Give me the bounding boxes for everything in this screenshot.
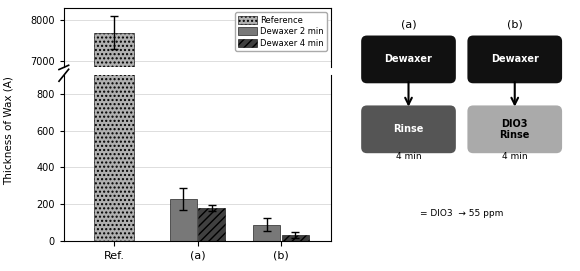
- Text: DIO3
Rinse: DIO3 Rinse: [499, 118, 530, 140]
- Bar: [170, 199, 197, 241]
- FancyBboxPatch shape: [361, 36, 456, 83]
- FancyBboxPatch shape: [467, 105, 562, 153]
- Legend: Reference, Dewaxer 2 min, Dewaxer 4 min: Reference, Dewaxer 2 min, Dewaxer 4 min: [235, 12, 327, 51]
- Text: (b): (b): [507, 20, 523, 30]
- Text: Thickness of Wax (A): Thickness of Wax (A): [3, 76, 14, 185]
- FancyBboxPatch shape: [467, 36, 562, 83]
- Text: 4 min: 4 min: [396, 151, 421, 161]
- Bar: [94, 0, 134, 241]
- Text: Rinse: Rinse: [393, 124, 424, 134]
- Bar: [198, 208, 225, 241]
- Text: = DIO3  → 55 ppm: = DIO3 → 55 ppm: [420, 209, 503, 218]
- Text: Dewaxer: Dewaxer: [491, 54, 539, 64]
- Bar: [253, 225, 280, 241]
- Text: (a): (a): [401, 20, 416, 30]
- Bar: [94, 33, 134, 271]
- Text: Dewaxer: Dewaxer: [385, 54, 433, 64]
- FancyBboxPatch shape: [361, 105, 456, 153]
- Text: 4 min: 4 min: [502, 151, 528, 161]
- Bar: [282, 235, 309, 241]
